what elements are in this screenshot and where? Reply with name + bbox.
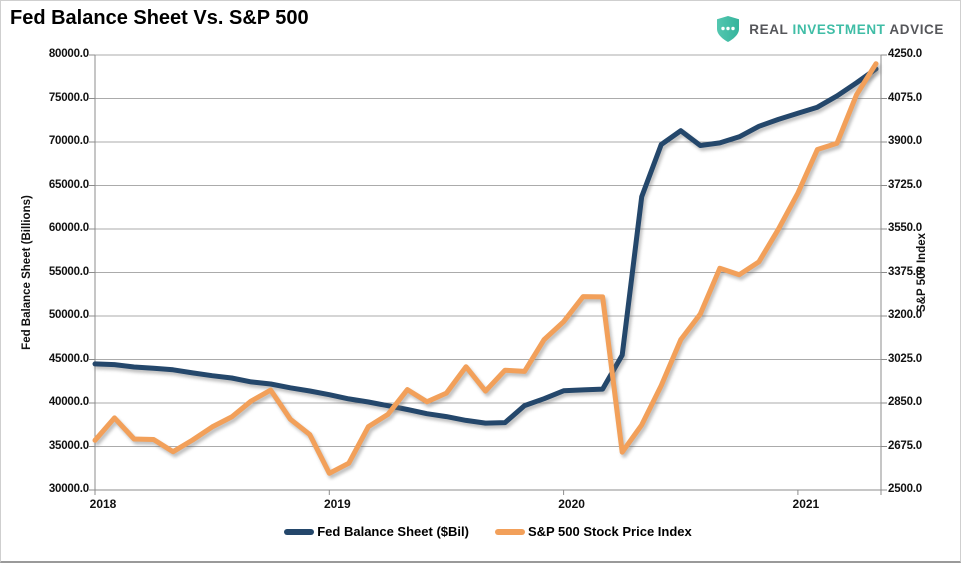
series-line-sp500 <box>92 61 879 476</box>
legend-label-fed: Fed Balance Sheet ($Bil) <box>317 524 469 539</box>
left-axis-tick-label: 80000.0 <box>48 48 89 60</box>
left-axis-tick-label: 35000.0 <box>48 439 89 452</box>
left-axis-tick-label: 40000.0 <box>48 396 89 408</box>
legend-label-sp500: S&P 500 Stock Price Index <box>527 524 692 539</box>
left-axis-tick-label: 60000.0 <box>48 222 89 234</box>
x-axis-tick-label: 2018 <box>89 497 117 511</box>
right-axis-tick-label: 2500.0 <box>888 483 922 495</box>
right-axis-tick-label: 2675.0 <box>888 439 922 452</box>
chart-title: Fed Balance Sheet Vs. S&P 500 <box>10 7 309 29</box>
brand-word-real: REAL <box>749 21 789 37</box>
left-axis-tick-label: 65000.0 <box>48 178 89 191</box>
right-axis-tick-label: 3550.0 <box>888 222 922 234</box>
brand-logo: REAL INVESTMENT ADVICE <box>716 15 944 43</box>
left-axis-tick-label: 50000.0 <box>48 309 89 321</box>
right-axis-tick-label: 3025.0 <box>888 352 922 365</box>
left-axis-tick-label: 30000.0 <box>48 483 89 495</box>
right-axis-tick-label: 2850.0 <box>888 396 922 408</box>
left-axis-tick-label: 55000.0 <box>48 265 89 278</box>
legend-swatch-sp500 <box>494 528 525 535</box>
legend-item-fed-balance-sheet: Fed Balance Sheet ($Bil) <box>284 524 469 539</box>
right-axis-tick-label: 4250.0 <box>888 48 922 60</box>
x-axis-tick-label: 2019 <box>323 497 351 511</box>
x-axis-tick-label: 2020 <box>558 497 585 511</box>
right-axis-tick-label: 4075.0 <box>888 91 922 104</box>
legend: Fed Balance Sheet ($Bil) S&P 500 Stock P… <box>95 524 881 539</box>
left-axis-tick-label: 75000.0 <box>48 91 89 104</box>
left-axis-tick-label: 70000.0 <box>48 135 89 147</box>
left-axis-tick-label: 45000.0 <box>48 352 89 365</box>
right-axis-tick-label: 3900.0 <box>888 135 922 147</box>
right-axis-title: S&P 500 Index <box>916 232 928 313</box>
series-line-fed-balance-sheet <box>92 66 879 426</box>
right-axis-tick-label: 3200.0 <box>888 309 922 321</box>
brand-word-investment: INVESTMENT <box>792 21 886 37</box>
right-axis-tick-label: 3725.0 <box>888 178 922 191</box>
brand-word-advice: ADVICE <box>889 21 944 37</box>
legend-swatch-fed <box>284 528 315 535</box>
shield-icon <box>717 16 740 42</box>
x-axis-tick-label: 2021 <box>792 497 820 511</box>
legend-item-sp500: S&P 500 Stock Price Index <box>494 524 692 539</box>
left-axis-title: Fed Balance Sheet (Billions) <box>21 195 33 350</box>
brand-name: REAL INVESTMENT ADVICE <box>749 22 944 37</box>
right-axis-tick-label: 3375.0 <box>888 265 922 278</box>
